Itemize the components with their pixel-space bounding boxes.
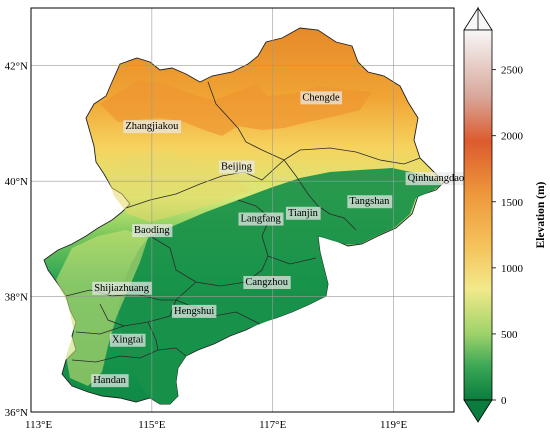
city-label: Handan bbox=[91, 374, 129, 388]
city-label-background bbox=[285, 206, 321, 220]
city-name: Qinhuangdao bbox=[408, 173, 465, 184]
city-label-background bbox=[109, 333, 146, 347]
city-label: Cangzhou bbox=[243, 276, 291, 290]
city-label: Zhangjiakou bbox=[123, 120, 182, 134]
city-label: Shijiazhuang bbox=[92, 281, 152, 295]
colorbar-tick-label: 1500 bbox=[501, 197, 524, 209]
city-label: Baoding bbox=[132, 224, 173, 238]
colorbar-top-triangle bbox=[463, 6, 493, 31]
city-label: Hengshui bbox=[172, 304, 217, 318]
y-tick-label: 40°N bbox=[5, 176, 28, 188]
map-border bbox=[30, 7, 455, 413]
city-name: Handan bbox=[93, 375, 126, 386]
city-label-background bbox=[132, 224, 173, 238]
y-axis-tick-labels: 36°N 38°N 40°N 42°N bbox=[5, 61, 28, 419]
colorbar-tick-label: 500 bbox=[501, 329, 518, 341]
city-name: Beijing bbox=[221, 162, 253, 173]
city-name: Cangzhou bbox=[245, 277, 288, 288]
colorbar-tick-label: 1000 bbox=[501, 263, 524, 275]
city-label-background bbox=[405, 172, 467, 186]
city-label-background bbox=[300, 91, 343, 105]
city-label-background bbox=[238, 212, 284, 226]
city-name: Xingtai bbox=[112, 335, 144, 346]
city-name: Hengshui bbox=[174, 306, 214, 317]
admin-boundaries bbox=[65, 81, 421, 363]
city-name: Shijiazhuang bbox=[94, 283, 150, 294]
colorbar: 0 500 1000 1500 2000 2500 Elevation (m) bbox=[463, 6, 547, 423]
y-tick-label: 36°N bbox=[5, 407, 28, 419]
city-label: Tangshan bbox=[347, 195, 393, 209]
x-axis-tick-labels: 113°E 115°E 117°E 119°E bbox=[25, 419, 407, 431]
colorbar-bottom-triangle bbox=[463, 399, 493, 423]
y-tick-label: 42°N bbox=[5, 61, 28, 73]
colorbar-tick-label: 0 bbox=[501, 395, 507, 407]
x-tick-label: 115°E bbox=[138, 419, 165, 431]
x-tick-label: 113°E bbox=[25, 419, 52, 431]
colorbar-ticks: 0 500 1000 1500 2000 2500 bbox=[492, 65, 524, 407]
city-name: Chengde bbox=[302, 92, 340, 103]
city-label-background bbox=[347, 195, 393, 209]
colorbar-title: Elevation (m) bbox=[535, 181, 547, 248]
city-label: Qinhuangdao bbox=[405, 172, 467, 186]
city-name: Langfang bbox=[241, 214, 282, 225]
city-label: Tianjin bbox=[285, 206, 321, 220]
city-label-background bbox=[172, 304, 217, 318]
hills-yellow bbox=[104, 150, 252, 222]
city-label: Langfang bbox=[238, 212, 284, 226]
city-label-background bbox=[92, 281, 152, 295]
city-name: Tianjin bbox=[288, 208, 319, 219]
city-name: Tangshan bbox=[349, 196, 390, 207]
city-label: Beijing bbox=[218, 160, 255, 174]
city-name: Zhangjiakou bbox=[125, 121, 179, 132]
city-name: Baoding bbox=[134, 225, 170, 236]
city-label-background bbox=[91, 374, 129, 388]
colorbar-body bbox=[463, 29, 493, 401]
gridlines bbox=[31, 8, 454, 412]
city-labels: Chengde Zhangjiakou Beijing Qinhuangdao Tang… bbox=[91, 91, 467, 388]
x-tick-label: 119°E bbox=[380, 419, 407, 431]
city-label-background bbox=[123, 120, 182, 134]
x-tick-label: 117°E bbox=[259, 419, 286, 431]
city-label-background bbox=[243, 276, 291, 290]
colorbar-tick-label: 2500 bbox=[501, 65, 524, 77]
y-tick-label: 38°N bbox=[5, 292, 28, 304]
colorbar-tick-label: 2000 bbox=[501, 131, 524, 143]
city-label-background bbox=[218, 160, 255, 174]
city-label: Chengde bbox=[300, 91, 343, 105]
city-label: Xingtai bbox=[109, 333, 146, 347]
